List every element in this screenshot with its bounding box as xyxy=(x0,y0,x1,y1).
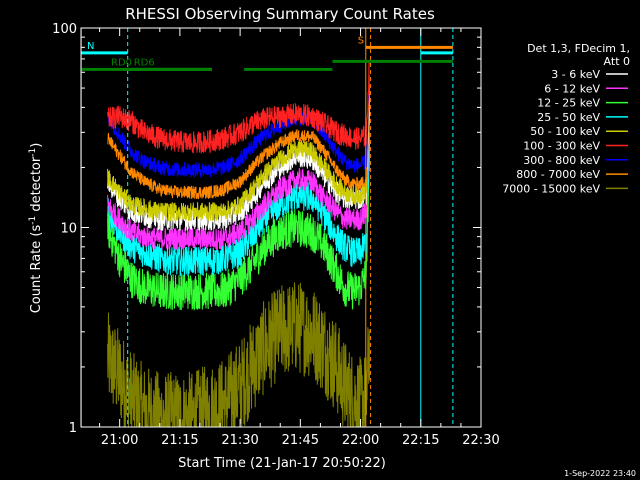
x-tick-label: 22:30 xyxy=(462,433,499,448)
legend-label: 3 - 6 keV xyxy=(551,68,600,81)
legend-label: 300 - 800 keV xyxy=(523,154,600,167)
mode-label-n: N xyxy=(87,41,94,52)
chart-title: RHESSI Observing Summary Count Rates xyxy=(125,5,435,23)
series-line-5 xyxy=(107,86,370,222)
legend-label: 800 - 7000 keV xyxy=(516,168,600,181)
series-traces xyxy=(107,61,370,428)
legend-header-line: Det 1,3, FDecim 1, xyxy=(527,42,630,55)
legend-header-line: Att 0 xyxy=(604,55,630,68)
timestamp: 1-Sep-2022 23:40 xyxy=(564,469,636,478)
legend-label: 6 - 12 keV xyxy=(544,82,600,95)
x-tick-label: 21:45 xyxy=(282,433,319,448)
mode-label-rd6: RD6 xyxy=(134,57,155,68)
legend-label: 12 - 25 keV xyxy=(537,97,600,110)
axes: 21:00 21:15 21:30 21:45 22:00 22:15 22:30 1 10 10… xyxy=(52,22,500,448)
y-tick-label: 1 xyxy=(69,421,77,436)
series-line-3 xyxy=(107,132,370,311)
x-tick-label: 22:15 xyxy=(402,433,439,448)
x-tick-label: 22:00 xyxy=(342,433,379,448)
legend-label: 25 - 50 keV xyxy=(537,111,600,124)
mode-label-rd0: RD0 xyxy=(111,57,132,68)
series-line-2 xyxy=(107,107,370,251)
x-axis-label: Start Time (21-Jan-17 20:50:22) xyxy=(178,456,386,471)
series-line-6 xyxy=(107,61,370,154)
x-tick-label: 21:15 xyxy=(161,433,198,448)
y-tick-label: 100 xyxy=(52,22,77,37)
y-axis-label: Count Rate (s-1 detector-1) xyxy=(28,143,44,314)
legend-label: 100 - 300 keV xyxy=(523,140,600,153)
series-line-7 xyxy=(107,62,370,178)
legend-label: 50 - 100 keV xyxy=(530,125,600,138)
x-tick-label: 21:30 xyxy=(221,433,258,448)
legend-label: 7000 - 15000 keV xyxy=(502,182,600,195)
y-tick-label: 10 xyxy=(60,222,77,237)
series-line-8 xyxy=(107,74,370,200)
series-line-9 xyxy=(107,282,370,428)
x-tick-label: 21:00 xyxy=(101,433,138,448)
mode-label-s: S xyxy=(358,35,364,46)
